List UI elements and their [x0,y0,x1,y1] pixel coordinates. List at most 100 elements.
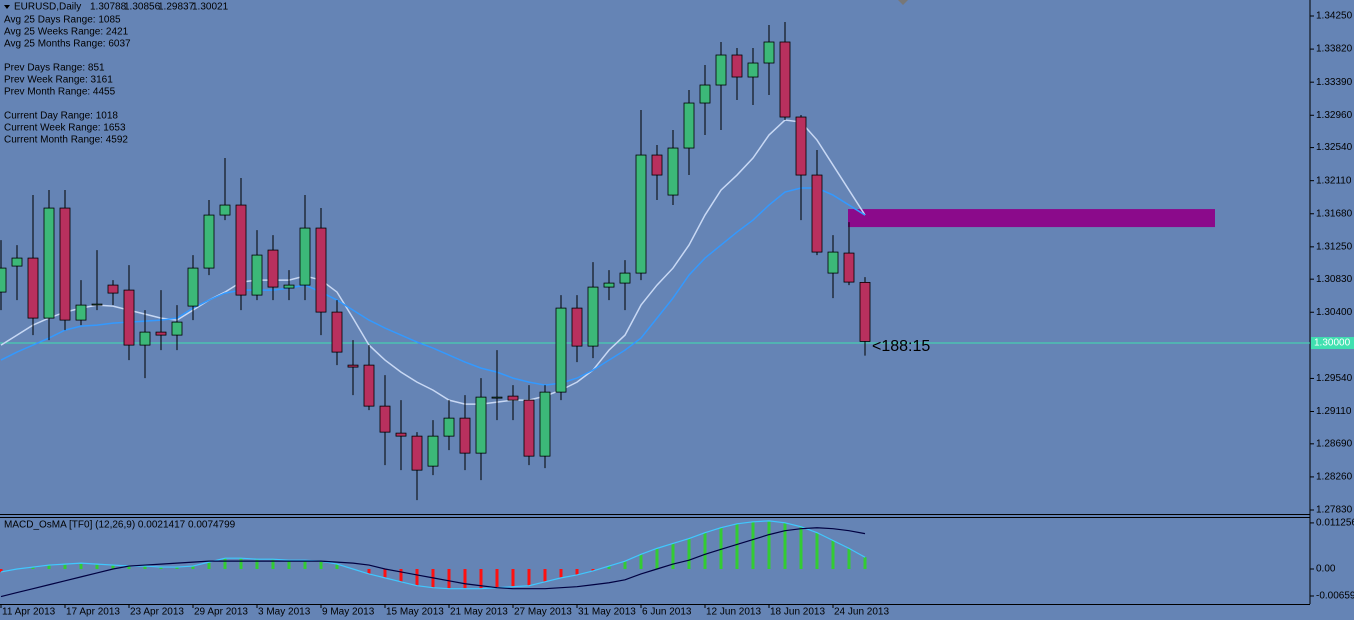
x-tick-label: 31 May 2013 [578,607,636,618]
indicator-title: MACD_OsMA [TF0] (12,26,9) 0.0021417 0.00… [4,520,236,531]
histogram-bar [799,526,803,570]
histogram-bar [303,560,307,570]
zone [848,209,1215,228]
candle-body [219,204,231,216]
candle-body [683,102,695,149]
y-tick-label: 0.00 [1316,564,1336,575]
candle-body [747,62,759,78]
histogram-bar [479,569,483,589]
histogram-bar [847,548,851,570]
shift-marker [898,0,908,5]
y-tick-label: 1.31250 [1316,241,1353,252]
histogram-bar [575,569,579,575]
candle-body [827,251,839,274]
histogram-bar [79,563,83,570]
candle-body [635,154,647,274]
x-tick-label: 11 Apr 2013 [2,607,56,618]
x-tick-label: 27 May 2013 [514,607,572,618]
histogram-bar [607,566,611,570]
candle-body [283,284,295,289]
histogram-bar [367,569,371,574]
histogram-bar [143,566,147,570]
candle-body [139,331,151,346]
y-tick-label: 1.28690 [1316,438,1353,449]
y-tick-label: 1.32960 [1316,110,1353,121]
y-tick-label: 1.33390 [1316,77,1353,88]
candle-body [299,227,311,286]
candle-body [123,289,135,346]
candle-body [187,267,199,307]
histogram-bar [591,569,595,571]
candle-body [251,254,263,296]
info-text: Avg 25 Months Range: 6037 [4,39,131,50]
x-tick-label: 29 Apr 2013 [194,607,248,618]
histogram-bar [671,543,675,570]
x-tick-label: 18 Jun 2013 [770,607,825,618]
info-text: Current Month Range: 4592 [4,135,128,146]
histogram-bar [559,569,563,578]
histogram-bar [767,520,771,570]
x-tick-label: 21 May 2013 [450,607,508,618]
x-tick-label: 15 May 2013 [386,607,444,618]
histogram-bar [271,559,275,570]
candle-body [603,282,615,288]
histogram-bar [687,538,691,570]
candle-body [107,284,119,294]
histogram-bar [511,569,515,587]
histogram-bar [415,569,419,586]
candle-body [171,321,183,336]
candle-body [11,257,23,267]
histogram-bar [543,569,547,582]
histogram-bar [191,566,195,570]
candle-body [779,41,791,118]
candle-body [363,364,375,407]
candle-body [859,281,871,342]
candle-body [571,307,583,347]
candle-body [619,272,631,284]
info-text: Prev Week Range: 3161 [4,75,113,86]
candle-body [395,432,407,437]
histogram-bar [751,521,755,570]
candle-body [667,147,679,196]
info-text: Current Week Range: 1653 [4,123,126,134]
histogram-bar [239,558,243,570]
candle-body [699,84,711,104]
candle-body [795,116,807,176]
candle-body [507,395,519,401]
price-label: 1.30000 [1314,338,1351,349]
candle-body [91,303,103,306]
x-tick-label: 23 Apr 2013 [130,607,184,618]
candle-body [843,252,855,283]
candle-body [475,396,487,454]
histogram-bar [287,560,291,570]
info-text: Prev Days Range: 851 [4,63,105,74]
y-tick-label: 1.32540 [1316,142,1353,153]
histogram-bar [527,569,531,586]
y-tick-label: 0.011256 [1316,518,1354,529]
candle-body [411,435,423,471]
candle-body [347,364,359,368]
x-tick-label: 17 Apr 2013 [66,607,120,618]
histogram-bar [335,564,339,570]
histogram-bar [447,569,451,589]
histogram-bar [31,567,35,570]
candle-body [59,207,71,321]
candle-body [651,154,663,176]
histogram-bar [175,567,179,570]
candle-body [491,396,503,399]
signal-line [0,527,866,598]
histogram-bar [735,523,739,570]
candle-body [459,417,471,454]
candle-body [379,405,391,433]
y-tick-label: 1.30830 [1316,274,1353,285]
histogram-bar [95,564,99,570]
y-tick-label: 1.30400 [1316,307,1353,318]
candle-body [763,41,775,64]
candle-body [731,54,743,78]
histogram-bar [655,548,659,570]
histogram-bar [319,561,323,570]
y-tick-label: 1.32110 [1316,175,1352,186]
histogram-bar [0,569,3,572]
